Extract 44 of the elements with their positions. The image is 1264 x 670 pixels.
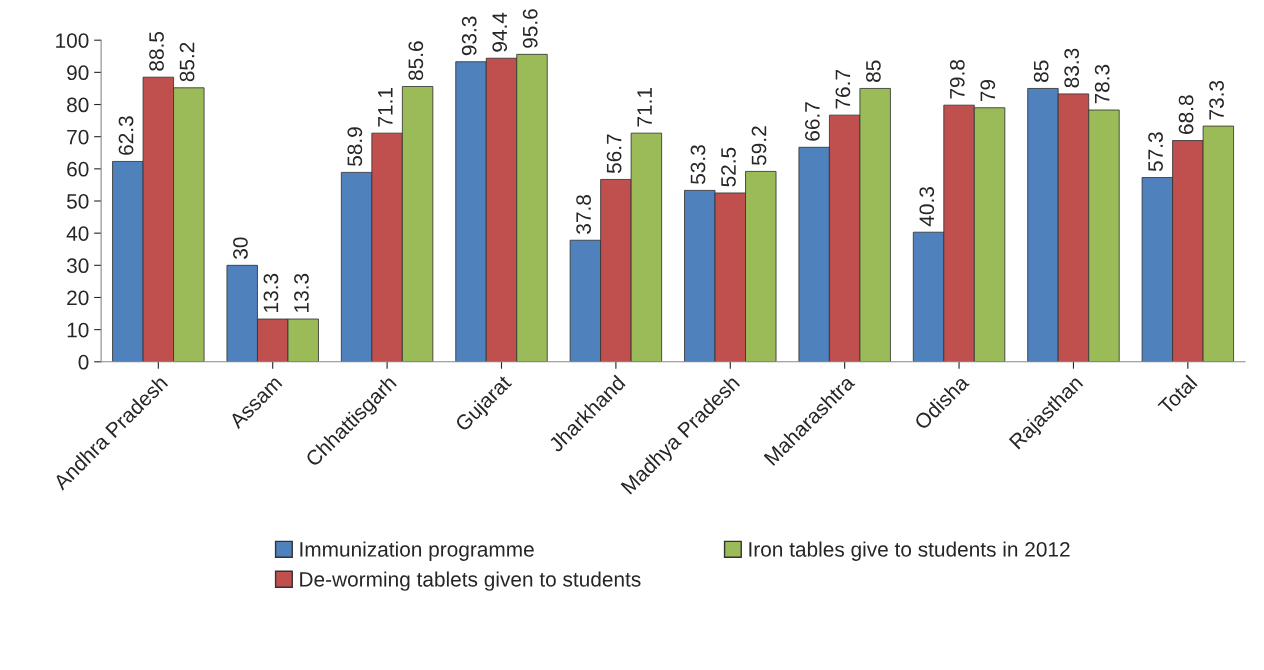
data-label: 76.7 xyxy=(835,70,851,109)
y-tick-label: 70 xyxy=(67,129,89,145)
y-tick-label: 60 xyxy=(67,161,89,177)
y-tick-label: 40 xyxy=(66,226,89,241)
data-label: 94.4 xyxy=(492,12,508,52)
data-label: 78.3 xyxy=(1094,64,1110,104)
y-tick-label: 80 xyxy=(67,97,89,113)
y-tick-label: 100 xyxy=(56,33,89,48)
data-label: 68.8 xyxy=(1178,95,1194,134)
data-label: 53.3 xyxy=(690,145,706,184)
data-label: 66.7 xyxy=(805,102,820,141)
data-label: 13.3 xyxy=(294,273,309,312)
data-label: 40.3 xyxy=(919,187,935,227)
legend-label: De-worming tablets given to students xyxy=(300,571,641,591)
y-tick-label: 0 xyxy=(78,354,89,370)
legend-label: Immunization programme xyxy=(300,541,534,561)
data-label: 73.3 xyxy=(1209,80,1224,120)
data-label: 71.1 xyxy=(637,88,652,127)
data-label: 13.3 xyxy=(263,273,279,312)
data-label: 52.5 xyxy=(721,147,736,187)
y-tick-label: 90 xyxy=(67,65,89,81)
y-tick-label: 30 xyxy=(66,258,89,274)
y-tick-label: 50 xyxy=(66,194,89,209)
data-label: 85.6 xyxy=(408,41,424,81)
data-label: 88.5 xyxy=(149,31,164,71)
data-label: 79.8 xyxy=(949,59,965,99)
data-label: 85 xyxy=(866,60,881,82)
y-tick-label: 20 xyxy=(67,290,89,306)
legend-label: Iron tables give to students in 2012 xyxy=(749,541,1070,561)
data-label: 95.6 xyxy=(522,9,538,48)
data-label: 57.3 xyxy=(1148,132,1163,172)
data-label: 85.2 xyxy=(179,42,195,82)
data-label: 71.1 xyxy=(378,88,393,127)
data-label: 37.8 xyxy=(576,195,591,234)
data-label: 83.3 xyxy=(1064,48,1080,88)
data-label: 62.3 xyxy=(118,116,134,155)
y-tick-label: 10 xyxy=(67,322,89,338)
data-label: 79 xyxy=(980,79,996,102)
data-label: 58.9 xyxy=(347,127,363,166)
data-label: 30 xyxy=(233,237,248,259)
data-label: 85 xyxy=(1033,60,1049,82)
data-label: 59.2 xyxy=(751,126,767,166)
data-label: 56.7 xyxy=(606,134,622,174)
data-label: 93.3 xyxy=(461,16,477,56)
